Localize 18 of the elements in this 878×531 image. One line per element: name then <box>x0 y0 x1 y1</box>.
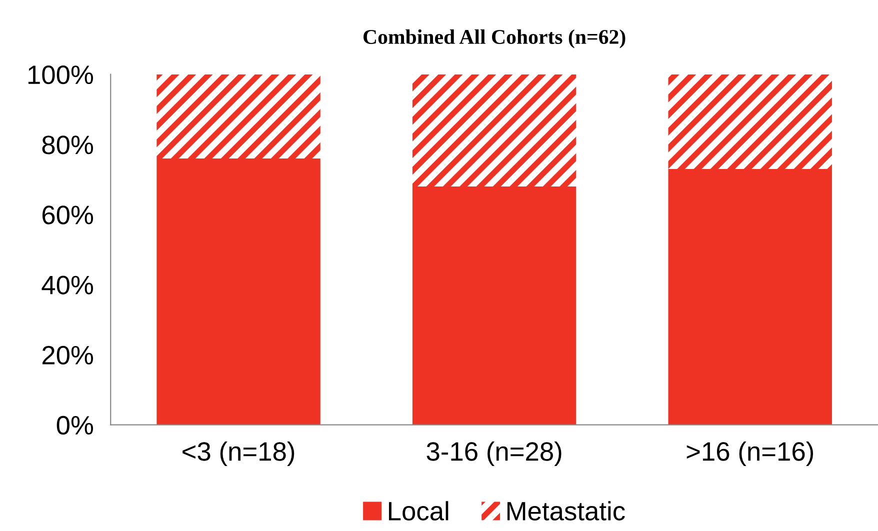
y-tick-label: 0% <box>56 416 94 435</box>
y-tick-label: 100% <box>28 65 94 84</box>
y-tick-label: 40% <box>42 276 94 294</box>
bar <box>156 158 320 425</box>
y-tick-label: 60% <box>42 206 94 224</box>
x-tick-label: >16 (n=16) <box>686 441 814 466</box>
legend-label: Local <box>388 501 448 520</box>
x-tick-label: 3-16 (n=28) <box>426 441 562 466</box>
legend-label: Metastatic <box>507 501 625 520</box>
chart-title: Combined All Cohorts (n=62) <box>364 29 626 48</box>
bar <box>156 74 320 158</box>
x-tick-label: <3 (n=18) <box>182 441 294 466</box>
bar <box>668 74 832 169</box>
bar <box>668 168 832 425</box>
bar <box>412 186 576 425</box>
bar <box>412 74 576 186</box>
y-tick-label: 20% <box>42 346 94 365</box>
y-tick-label: 80% <box>42 136 94 154</box>
